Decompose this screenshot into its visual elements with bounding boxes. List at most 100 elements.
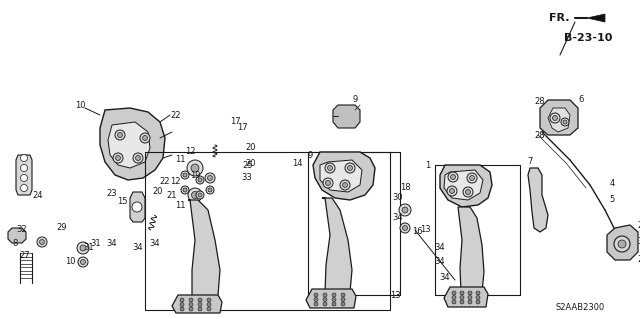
Circle shape [403,226,408,231]
Circle shape [328,166,333,170]
Circle shape [132,202,142,212]
Text: 34: 34 [435,243,445,253]
Circle shape [340,180,350,190]
Polygon shape [313,152,375,200]
Text: 15: 15 [116,197,127,206]
Circle shape [188,188,202,202]
Circle shape [180,302,184,307]
Circle shape [402,207,408,213]
Text: 16: 16 [412,227,422,236]
Circle shape [563,120,567,124]
Circle shape [447,186,457,196]
Text: 11: 11 [175,155,185,165]
Circle shape [348,166,353,170]
Circle shape [452,291,456,295]
Circle shape [561,118,569,126]
Text: 7: 7 [527,158,532,167]
Circle shape [468,291,472,295]
Circle shape [187,160,203,176]
Circle shape [314,298,318,301]
Circle shape [189,298,193,302]
Text: 20: 20 [245,144,255,152]
Polygon shape [548,108,570,132]
Text: 30: 30 [393,194,403,203]
Circle shape [550,113,560,123]
Circle shape [460,300,464,304]
Circle shape [140,133,150,143]
Circle shape [20,154,28,161]
Circle shape [183,173,187,177]
Text: 3: 3 [637,238,640,247]
Text: 34: 34 [435,257,445,266]
Circle shape [323,293,327,297]
Circle shape [552,115,557,121]
Text: 13: 13 [420,226,430,234]
Text: S2AAB2300: S2AAB2300 [556,303,605,313]
Circle shape [332,293,336,297]
Circle shape [618,240,626,248]
Text: 17: 17 [230,117,240,127]
Circle shape [118,132,122,137]
Circle shape [180,307,184,311]
Circle shape [207,302,211,307]
Text: 8: 8 [12,239,18,248]
Text: 24: 24 [33,190,44,199]
Circle shape [133,153,143,163]
Text: 31: 31 [84,243,94,253]
Circle shape [470,175,474,181]
Circle shape [183,188,187,192]
Circle shape [198,302,202,307]
Text: 4: 4 [609,179,614,188]
Text: 32: 32 [17,226,28,234]
Polygon shape [108,122,150,168]
Circle shape [189,307,193,311]
Circle shape [198,307,202,311]
Polygon shape [444,287,488,307]
Circle shape [198,193,202,197]
Circle shape [207,298,211,302]
Circle shape [207,175,212,181]
Text: 22: 22 [170,110,180,120]
Polygon shape [188,200,220,310]
Text: 18: 18 [400,183,410,192]
Circle shape [20,184,28,191]
Circle shape [341,293,345,297]
Circle shape [196,191,204,199]
Circle shape [191,164,199,172]
Circle shape [189,302,193,307]
Circle shape [198,178,202,182]
Circle shape [460,295,464,300]
Text: 12: 12 [185,147,195,157]
Polygon shape [172,295,222,313]
Circle shape [113,153,123,163]
Circle shape [81,259,86,264]
Polygon shape [100,108,165,180]
Text: 17: 17 [237,123,248,132]
Circle shape [136,155,141,160]
Text: 19: 19 [189,170,200,180]
Circle shape [341,302,345,306]
Circle shape [20,165,28,172]
Text: 1: 1 [426,160,431,169]
Circle shape [80,245,86,251]
Text: 13: 13 [390,291,400,300]
Circle shape [463,187,473,197]
Circle shape [323,298,327,301]
Circle shape [191,191,198,198]
Text: 11: 11 [175,201,185,210]
Text: 34: 34 [107,240,117,249]
Circle shape [399,204,411,216]
Polygon shape [540,100,578,135]
Circle shape [342,182,348,188]
Text: 6: 6 [578,95,584,105]
Polygon shape [320,160,362,192]
Text: 34: 34 [440,273,451,283]
Circle shape [205,173,215,183]
Text: 25: 25 [243,160,253,169]
Circle shape [476,295,480,300]
Polygon shape [607,225,638,260]
Text: 31: 31 [90,240,100,249]
Polygon shape [306,289,356,308]
Text: 12: 12 [170,177,180,187]
Circle shape [614,236,630,252]
